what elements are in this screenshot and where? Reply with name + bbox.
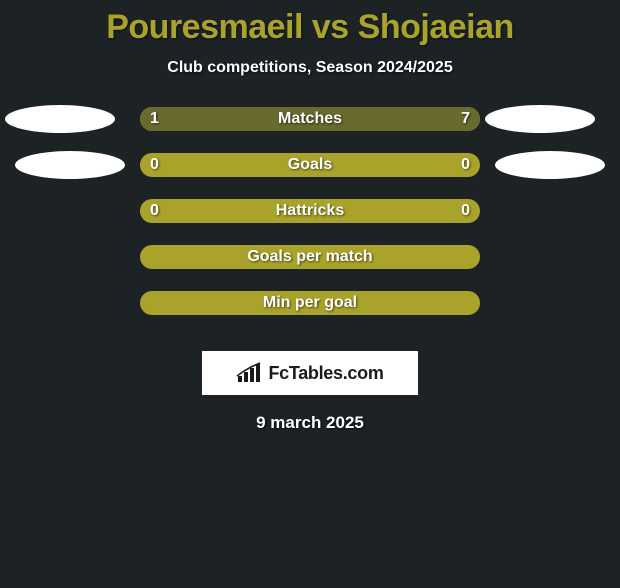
stat-bar-fill-left xyxy=(140,107,198,131)
stat-bar-track xyxy=(140,199,480,223)
stat-row: Matches17 xyxy=(0,107,620,153)
stat-value-left: 0 xyxy=(150,199,159,223)
stat-row: Goals per match xyxy=(0,245,620,291)
logo-text: FcTables.com xyxy=(268,363,383,384)
stat-value-right: 0 xyxy=(461,153,470,177)
stat-value-left: 0 xyxy=(150,153,159,177)
player-right-marker xyxy=(495,151,605,179)
stat-row: Hattricks00 xyxy=(0,199,620,245)
stat-value-right: 0 xyxy=(461,199,470,223)
comparison-subtitle: Club competitions, Season 2024/2025 xyxy=(0,59,620,77)
player-right-marker xyxy=(485,105,595,133)
stat-bar-track xyxy=(140,153,480,177)
bar-chart-icon xyxy=(236,362,262,384)
stats-container: Matches17Goals00Hattricks00Goals per mat… xyxy=(0,107,620,337)
logo-box: FcTables.com xyxy=(202,351,418,395)
stat-bar-track xyxy=(140,107,480,131)
stat-bar-track xyxy=(140,245,480,269)
stat-bar-fill-right xyxy=(198,107,480,131)
comparison-title: Pouresmaeil vs Shojaeian xyxy=(0,8,620,47)
snapshot-date: 9 march 2025 xyxy=(0,413,620,433)
stat-bar-track xyxy=(140,291,480,315)
stat-value-right: 7 xyxy=(461,107,470,131)
player-left-marker xyxy=(5,105,115,133)
stat-row: Min per goal xyxy=(0,291,620,337)
player-left-marker xyxy=(15,151,125,179)
stat-row: Goals00 xyxy=(0,153,620,199)
stat-value-left: 1 xyxy=(150,107,159,131)
